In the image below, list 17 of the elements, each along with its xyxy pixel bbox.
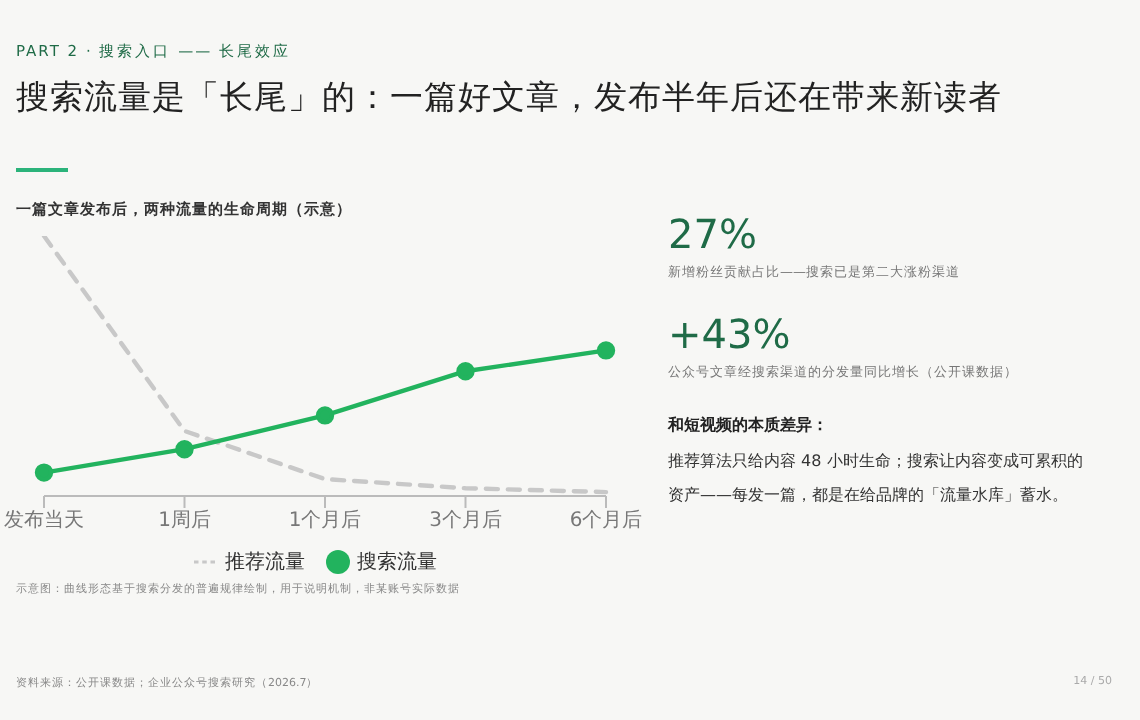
x-tick-label: 发布当天 [4, 508, 84, 533]
legend-label: 推荐流量 [225, 552, 305, 574]
text: +43% [668, 310, 793, 358]
x-tick-label: 1周后 [158, 508, 211, 533]
x-tick-label: 6个月后 [569, 508, 643, 533]
point [456, 362, 475, 381]
text: 推荐算法只给内容 48 小时生命；搜索让内容变成可累积的资产——每发一篇，都是在给品牌的「流量水库」蓄水。 [668, 450, 1085, 508]
point [175, 440, 194, 459]
text: 27% [668, 210, 759, 258]
x-tick-label: 3个月后 [429, 508, 502, 533]
point [596, 341, 616, 360]
text: 和短视频的本质差异： [668, 414, 830, 436]
chart-title: 搜索流量是「长尾」的：一篇好文章，发布半年后还在带来新读者 [16, 76, 1002, 120]
point [315, 406, 335, 425]
legend-label: 搜索流量 [357, 552, 437, 574]
x-tick-label: 1个月后 [288, 508, 362, 533]
point [34, 463, 54, 482]
